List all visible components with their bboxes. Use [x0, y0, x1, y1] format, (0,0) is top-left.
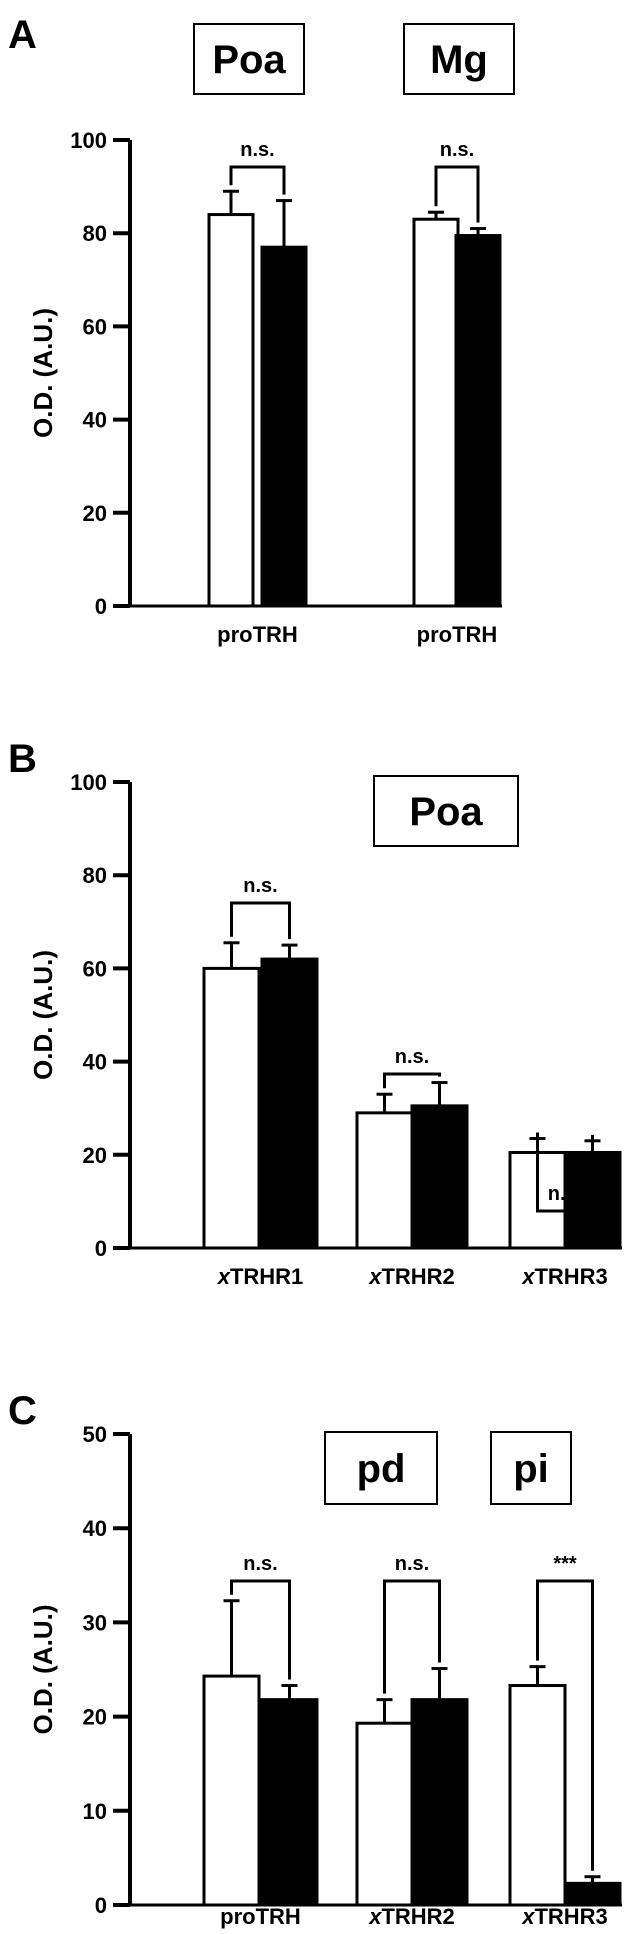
x-tick-label-prefix: x [521, 1264, 535, 1289]
x-tick-label: xTRHR1 [217, 1264, 304, 1289]
y-axis-label: O.D. (A.U.) [28, 308, 58, 438]
region-label-box [324, 1431, 438, 1505]
region-label: Poa [409, 790, 483, 834]
y-tick-label: 0 [95, 1893, 107, 1918]
y-tick-label: 50 [83, 1422, 107, 1447]
y-tick-label: 80 [83, 863, 107, 888]
y-tick-label: 60 [83, 956, 107, 981]
y-tick-label: 20 [83, 1705, 107, 1730]
x-tick-label: xTRHR2 [368, 1904, 455, 1929]
bar [410, 1698, 469, 1907]
y-tick-label: 60 [83, 314, 107, 339]
significance-label: n.s. [440, 139, 474, 161]
bar [508, 1684, 567, 1907]
y-tick-label: 40 [83, 1050, 107, 1075]
significance-bracket [230, 1579, 291, 1680]
region-label: Poa [212, 38, 286, 82]
significance-bracket [536, 1579, 594, 1871]
region-label: pi [513, 1447, 549, 1491]
region-label-box [193, 23, 305, 95]
panel-letter: A [8, 13, 37, 57]
panel-letter: C [8, 1389, 37, 1433]
bar [563, 1881, 622, 1907]
panel-c: Cpd pi 0 10 20 30 40 50 O.D. (A.U.) n.s. proTRH n.s… [8, 1389, 622, 1929]
x-tick-label-name: TRHR3 [534, 1904, 607, 1929]
x-tick-label-name: TRHR2 [381, 1904, 454, 1929]
y-tick-label: 80 [83, 221, 107, 246]
bar [412, 217, 460, 608]
x-tick-label-name: proTRH [220, 1904, 301, 1929]
significance-bracket [383, 1579, 441, 1694]
bar [355, 1721, 414, 1907]
x-tick-label: proTRH [417, 622, 498, 647]
x-tick-label-name: TRHR2 [381, 1264, 454, 1289]
x-tick-label-name: TRHR3 [534, 1264, 607, 1289]
significance-label: n.s. [395, 1046, 429, 1068]
panel-a: A Poa Mg 0 20 40 60 80 100 O.D. (A.U.) n.s. proTRH n… [8, 13, 515, 647]
bar [202, 1674, 261, 1907]
y-axis-label: O.D. (A.U.) [28, 950, 58, 1080]
region-label-box [490, 1431, 572, 1505]
y-tick-label: 0 [95, 594, 107, 619]
region-label: Mg [430, 38, 488, 82]
y-axis-label: O.D. (A.U.) [28, 1605, 58, 1735]
y-tick-label: 100 [70, 770, 107, 795]
x-tick-label: xTRHR2 [368, 1264, 455, 1289]
y-tick-label: 30 [83, 1610, 107, 1635]
panel-letter: B [8, 737, 37, 781]
significance-bracket [536, 1132, 594, 1213]
significance-bracket [383, 1072, 441, 1089]
bar [260, 1698, 319, 1907]
y-tick-label: 100 [70, 128, 107, 153]
region-label: pd [357, 1447, 406, 1491]
bar [260, 245, 308, 608]
significance-bracket [230, 901, 291, 940]
x-tick-label: proTRH [217, 622, 298, 647]
significance-label: n.s. [243, 1553, 277, 1575]
bar [454, 234, 502, 608]
significance-label: *** [553, 1553, 577, 1575]
x-tick-label-prefix: x [368, 1904, 382, 1929]
significance-label: n.s. [548, 1183, 582, 1205]
x-tick-label-prefix: x [521, 1904, 535, 1929]
y-tick-label: 40 [83, 408, 107, 433]
bar [202, 966, 261, 1250]
x-tick-label-prefix: x [217, 1264, 231, 1289]
bar [355, 1111, 414, 1250]
x-tick-label-prefix: x [368, 1264, 382, 1289]
x-tick-label: proTRH [220, 1904, 301, 1929]
bar [260, 957, 319, 1250]
significance-bracket [229, 165, 286, 195]
region-label-box [373, 775, 519, 847]
x-tick-label: xTRHR3 [521, 1264, 608, 1289]
significance-bracket [434, 165, 480, 223]
region-label-box [403, 23, 515, 95]
x-tick-label: xTRHR3 [521, 1904, 608, 1929]
y-tick-label: 10 [83, 1799, 107, 1824]
significance-label: n.s. [243, 875, 277, 897]
x-tick-label-name: TRHR1 [230, 1264, 303, 1289]
y-tick-label: 20 [83, 501, 107, 526]
y-tick-label: 40 [83, 1516, 107, 1541]
significance-label: n.s. [395, 1553, 429, 1575]
significance-label: n.s. [240, 139, 274, 161]
y-tick-label: 20 [83, 1143, 107, 1168]
y-tick-label: 0 [95, 1236, 107, 1261]
bar [410, 1104, 469, 1250]
bar [207, 213, 255, 608]
